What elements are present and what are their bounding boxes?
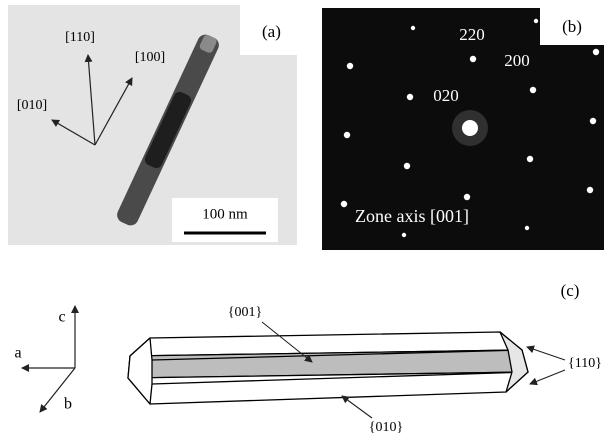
spot-label: 020 — [433, 86, 459, 105]
spot — [404, 163, 410, 169]
panel-label: (a) — [262, 22, 281, 41]
spot — [407, 94, 413, 100]
axis-label: b — [64, 396, 72, 413]
spot — [411, 26, 415, 30]
spot-label: 200 — [504, 51, 530, 70]
crystal-prism — [128, 332, 528, 404]
scale-label: 100 nm — [202, 206, 248, 222]
face-label: {010} — [369, 420, 403, 435]
spot — [347, 63, 353, 69]
spot — [525, 226, 529, 230]
panel-a: (a) [110] [100] [010] 100 nm — [8, 5, 297, 245]
spot-label: 220 — [459, 25, 485, 44]
spot — [534, 19, 538, 23]
spot — [587, 187, 593, 193]
spot — [341, 201, 347, 207]
face-label: {110} — [568, 356, 602, 371]
direction-label: [110] — [65, 30, 95, 45]
panel-label: (b) — [562, 17, 582, 36]
center-spot — [462, 120, 478, 136]
spot — [527, 156, 533, 162]
spot — [593, 49, 599, 55]
panel-b: (b) 220 200 020 Zone axis [001] — [322, 8, 604, 250]
spot — [470, 56, 476, 62]
panel-c: (c) c a b {001} {010} {110} — [14, 281, 602, 435]
face-label: {001} — [228, 305, 262, 320]
axis-label: a — [14, 345, 21, 362]
spot — [344, 132, 350, 138]
spot — [402, 233, 406, 237]
zone-axis-label: Zone axis [001] — [355, 206, 469, 226]
axis-label: c — [58, 309, 65, 326]
panel-label: (c) — [561, 281, 580, 300]
direction-label: [010] — [17, 98, 47, 113]
figure: (a) [110] [100] [010] 100 nm (b) 220 200… — [0, 0, 614, 439]
spot — [590, 118, 596, 124]
spot — [464, 194, 470, 200]
spot — [530, 87, 536, 93]
direction-label: [100] — [135, 50, 165, 65]
